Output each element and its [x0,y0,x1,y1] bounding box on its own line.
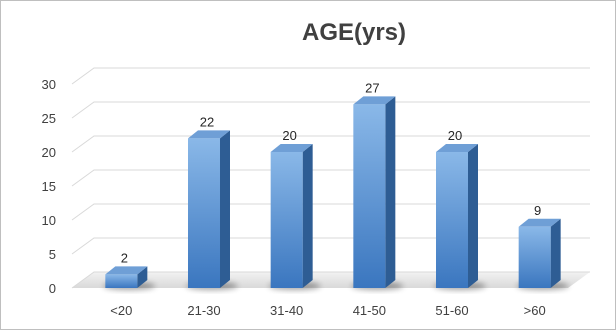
bar: 20 [268,128,321,290]
y-tick-label: 5 [49,247,56,262]
bar: 22 [186,114,238,290]
x-tick-label: 21-30 [187,303,220,318]
gridline [71,237,590,255]
gridline [71,101,590,119]
y-tick-label: 20 [42,145,56,160]
bar: 9 [516,203,569,290]
bar-side [385,96,396,289]
bar-front [188,138,220,288]
x-tick-label: 31-40 [270,303,303,318]
gridlines [71,67,590,289]
bar: 20 [434,128,486,290]
bar-front [518,226,551,288]
data-label: 27 [365,80,379,95]
bar-top [270,144,313,152]
gridline [71,271,590,289]
x-tick-label: 41-50 [353,303,386,318]
gridline [71,203,590,221]
data-label: 20 [282,128,296,143]
bar-side [220,130,230,288]
x-tick-label: >60 [524,303,546,318]
data-label: 22 [200,114,214,129]
y-tick-label: 25 [42,111,56,126]
bar-front [270,152,303,288]
y-tick-label: 0 [49,281,56,296]
y-axis: 0 5 10 15 20 25 30 [42,77,56,296]
data-label: 9 [534,203,541,218]
bar-side [468,144,478,288]
bar-top [436,144,478,152]
bar-top [353,96,396,105]
x-tick-label: <20 [110,303,132,318]
x-axis: <20 21-30 31-40 41-50 51-60 >60 [110,303,545,318]
gridline [71,67,590,85]
bar-top [105,266,148,275]
bar: 27 [351,80,404,290]
bar-side [302,144,313,288]
bar-front [436,152,468,288]
bar-top [188,130,230,139]
x-tick-label: 51-60 [435,303,468,318]
bar-top [518,218,561,227]
bar-side [550,218,561,288]
y-tick-label: 15 [42,179,56,194]
y-tick-label: 10 [42,213,56,228]
bar-front [105,274,138,288]
bar-side [137,266,148,288]
bar: 2 [103,250,156,290]
gridline [71,169,590,187]
bar-front [353,104,386,289]
y-tick-label: 30 [42,77,56,92]
data-label: 20 [448,128,462,143]
gridline [71,135,590,153]
data-label: 2 [121,250,128,265]
chart-title: AGE(yrs) [302,19,406,46]
